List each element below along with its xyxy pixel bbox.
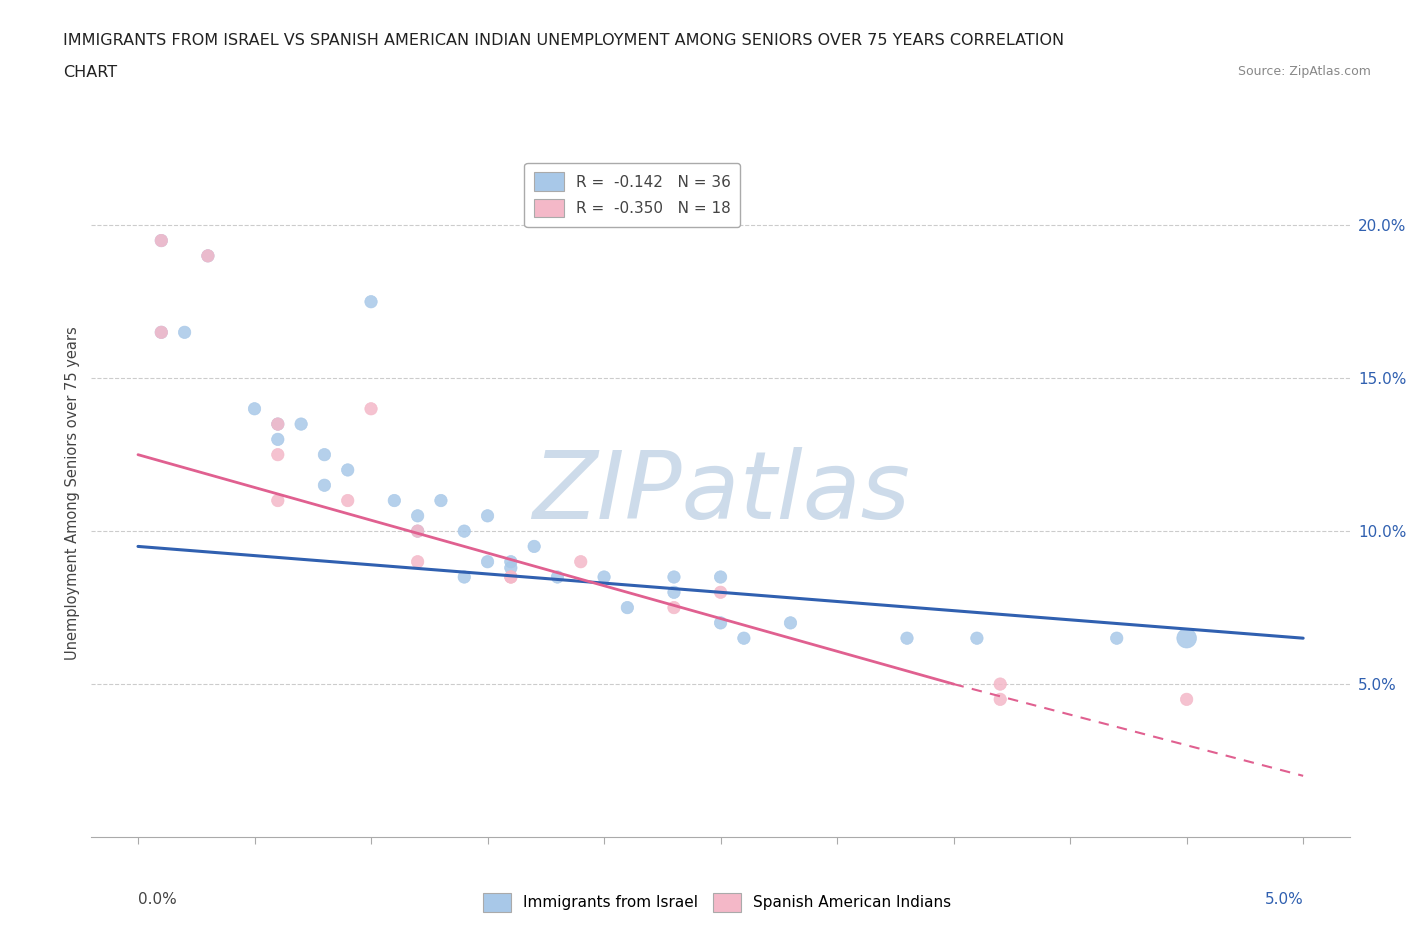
Point [382,493,405,508]
Point [988,692,1011,707]
Point [499,569,522,584]
Point [150,233,173,248]
Point [523,539,546,554]
Point [314,478,336,493]
Point [150,325,173,339]
Point [1175,631,1198,645]
Point [290,417,312,432]
Text: 5.0%: 5.0% [1264,892,1303,907]
Point [709,616,731,631]
Point [150,325,173,339]
Legend: Immigrants from Israel, Spanish American Indians: Immigrants from Israel, Spanish American… [477,887,957,918]
Point [243,402,266,417]
Point [709,569,731,584]
Point [546,569,568,584]
Text: Source: ZipAtlas.com: Source: ZipAtlas.com [1237,65,1371,78]
Point [453,524,475,538]
Point [733,631,755,645]
Point [662,585,685,600]
Text: ZIPatlas: ZIPatlas [531,447,910,538]
Point [406,524,429,538]
Point [1105,631,1128,645]
Point [267,447,290,462]
Point [406,524,429,538]
Point [173,325,195,339]
Point [662,569,685,584]
Point [267,432,290,446]
Y-axis label: Unemployment Among Seniors over 75 years: Unemployment Among Seniors over 75 years [65,326,80,659]
Point [709,585,731,600]
Text: IMMIGRANTS FROM ISRAEL VS SPANISH AMERICAN INDIAN UNEMPLOYMENT AMONG SENIORS OVE: IMMIGRANTS FROM ISRAEL VS SPANISH AMERIC… [63,33,1064,47]
Point [477,554,499,569]
Point [267,417,290,432]
Point [499,554,522,569]
Point [197,248,219,263]
Point [966,631,988,645]
Point [314,447,336,462]
Point [360,294,382,309]
Point [569,554,592,569]
Point [453,569,475,584]
Text: CHART: CHART [63,65,117,80]
Point [406,554,429,569]
Point [430,493,453,508]
Point [360,402,382,417]
Point [406,509,429,524]
Point [1175,692,1198,707]
Legend: R =  -0.142   N = 36, R =  -0.350   N = 18: R = -0.142 N = 36, R = -0.350 N = 18 [524,164,741,227]
Point [779,616,801,631]
Point [593,569,616,584]
Point [267,417,290,432]
Point [662,600,685,615]
Point [336,462,359,477]
Point [477,509,499,524]
Point [988,677,1011,692]
Point [336,493,359,508]
Point [896,631,918,645]
Point [499,569,522,584]
Text: 0.0%: 0.0% [138,892,177,907]
Point [499,561,522,576]
Point [197,248,219,263]
Point [616,600,638,615]
Point [150,233,173,248]
Point [267,493,290,508]
